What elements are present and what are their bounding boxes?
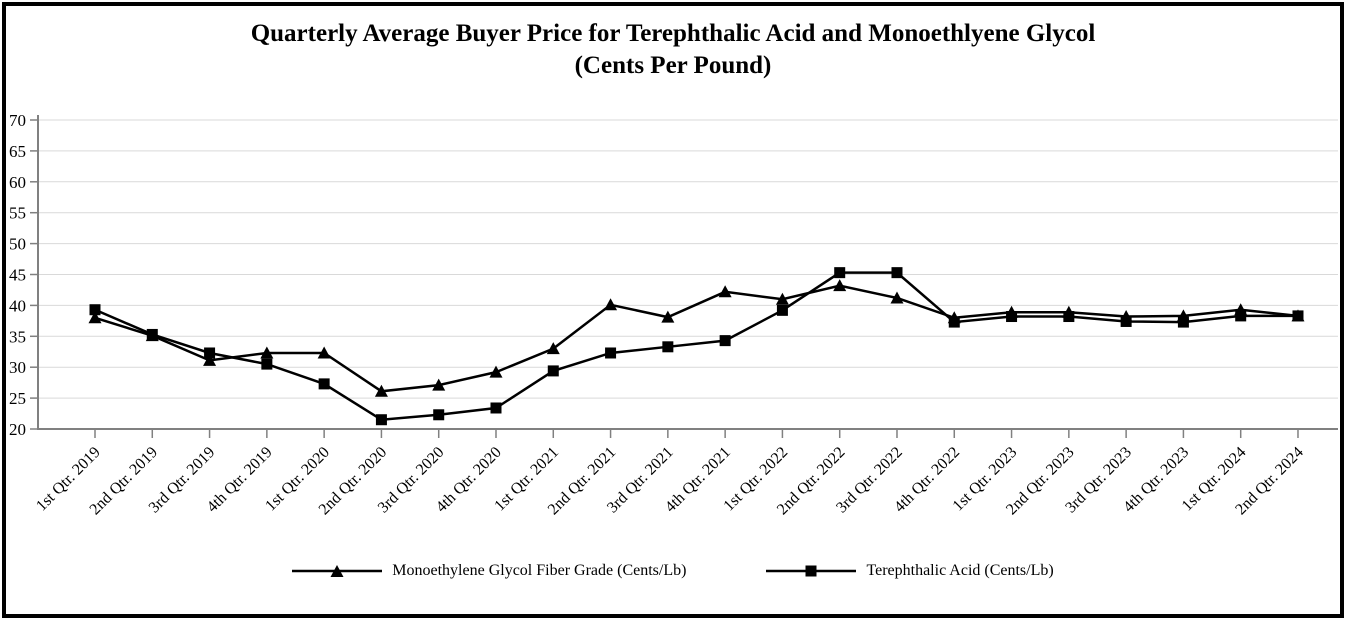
marker-square-8	[547, 365, 559, 377]
marker-square-18	[1120, 315, 1132, 327]
marker-triangle-14	[890, 291, 904, 304]
marker-triangle-4	[317, 346, 331, 359]
legend-label-tpa: Terephthalic Acid (Cents/Lb)	[866, 562, 1054, 579]
legend-item-meg: Monoethylene Glycol Fiber Grade (Cents/L…	[292, 562, 686, 580]
marker-triangle-7	[489, 365, 503, 378]
y-tick-label: 40	[9, 296, 26, 315]
marker-square-10	[662, 341, 674, 353]
marker-square-16	[1006, 311, 1018, 323]
marker-square-5	[375, 414, 387, 426]
series-line-tpa	[94, 271, 1298, 422]
marker-triangle-11	[718, 285, 732, 298]
marker-square-7	[490, 402, 502, 414]
marker-triangle-12	[775, 292, 789, 305]
marker-square-2	[204, 347, 216, 359]
marker-square-11	[719, 335, 731, 347]
chart-title-line2: (Cents Per Pound)	[574, 52, 772, 79]
y-tick-label: 55	[9, 204, 26, 223]
legend-item-tpa: Terephthalic Acid (Cents/Lb)	[766, 562, 1054, 580]
chart-legend: Monoethylene Glycol Fiber Grade (Cents/L…	[6, 562, 1340, 580]
chart-title-line1: Quarterly Average Buyer Price for Tereph…	[250, 20, 1096, 47]
marker-triangle-3	[260, 346, 274, 359]
marker-square-4	[318, 378, 330, 390]
marker-triangle-0	[88, 311, 102, 324]
marker-square-13	[834, 267, 846, 279]
legend-label-meg: Monoethylene Glycol Fiber Grade (Cents/L…	[392, 562, 687, 579]
marker-triangle-6	[432, 378, 446, 391]
marker-square-6	[433, 409, 445, 421]
y-tick-label: 45	[9, 266, 26, 285]
legend-square-marker-icon	[766, 565, 857, 577]
marker-square-15	[948, 316, 960, 328]
marker-square-17	[1063, 311, 1075, 323]
y-tick-label: 60	[9, 173, 26, 192]
marker-square-1	[146, 328, 158, 340]
marker-square-0	[89, 304, 101, 316]
marker-square-12	[776, 304, 788, 316]
marker-triangle-10	[661, 310, 675, 323]
y-tick-label: 25	[9, 389, 26, 408]
marker-square-14	[891, 267, 903, 279]
marker-square-9	[605, 347, 617, 359]
legend-triangle-marker-icon	[292, 565, 383, 577]
marker-triangle-9	[604, 298, 618, 311]
y-tick-label: 70	[9, 111, 26, 130]
y-tick-label: 35	[9, 327, 26, 346]
marker-triangle-8	[546, 342, 560, 355]
marker-triangle-13	[833, 279, 847, 292]
marker-triangle-5	[374, 384, 388, 397]
marker-square-3	[261, 358, 273, 370]
marker-square-19	[1177, 316, 1189, 328]
y-tick-label: 20	[9, 420, 26, 439]
marker-triangle-2	[203, 353, 217, 366]
series-line-meg	[94, 284, 1299, 393]
y-tick-label: 50	[9, 235, 26, 254]
y-tick-label: 65	[9, 142, 26, 161]
marker-square-20	[1235, 310, 1247, 322]
y-tick-label: 30	[9, 358, 26, 377]
marker-square-21	[1292, 310, 1304, 322]
chart-title: Quarterly Average Buyer Price for Tereph…	[6, 18, 1340, 82]
